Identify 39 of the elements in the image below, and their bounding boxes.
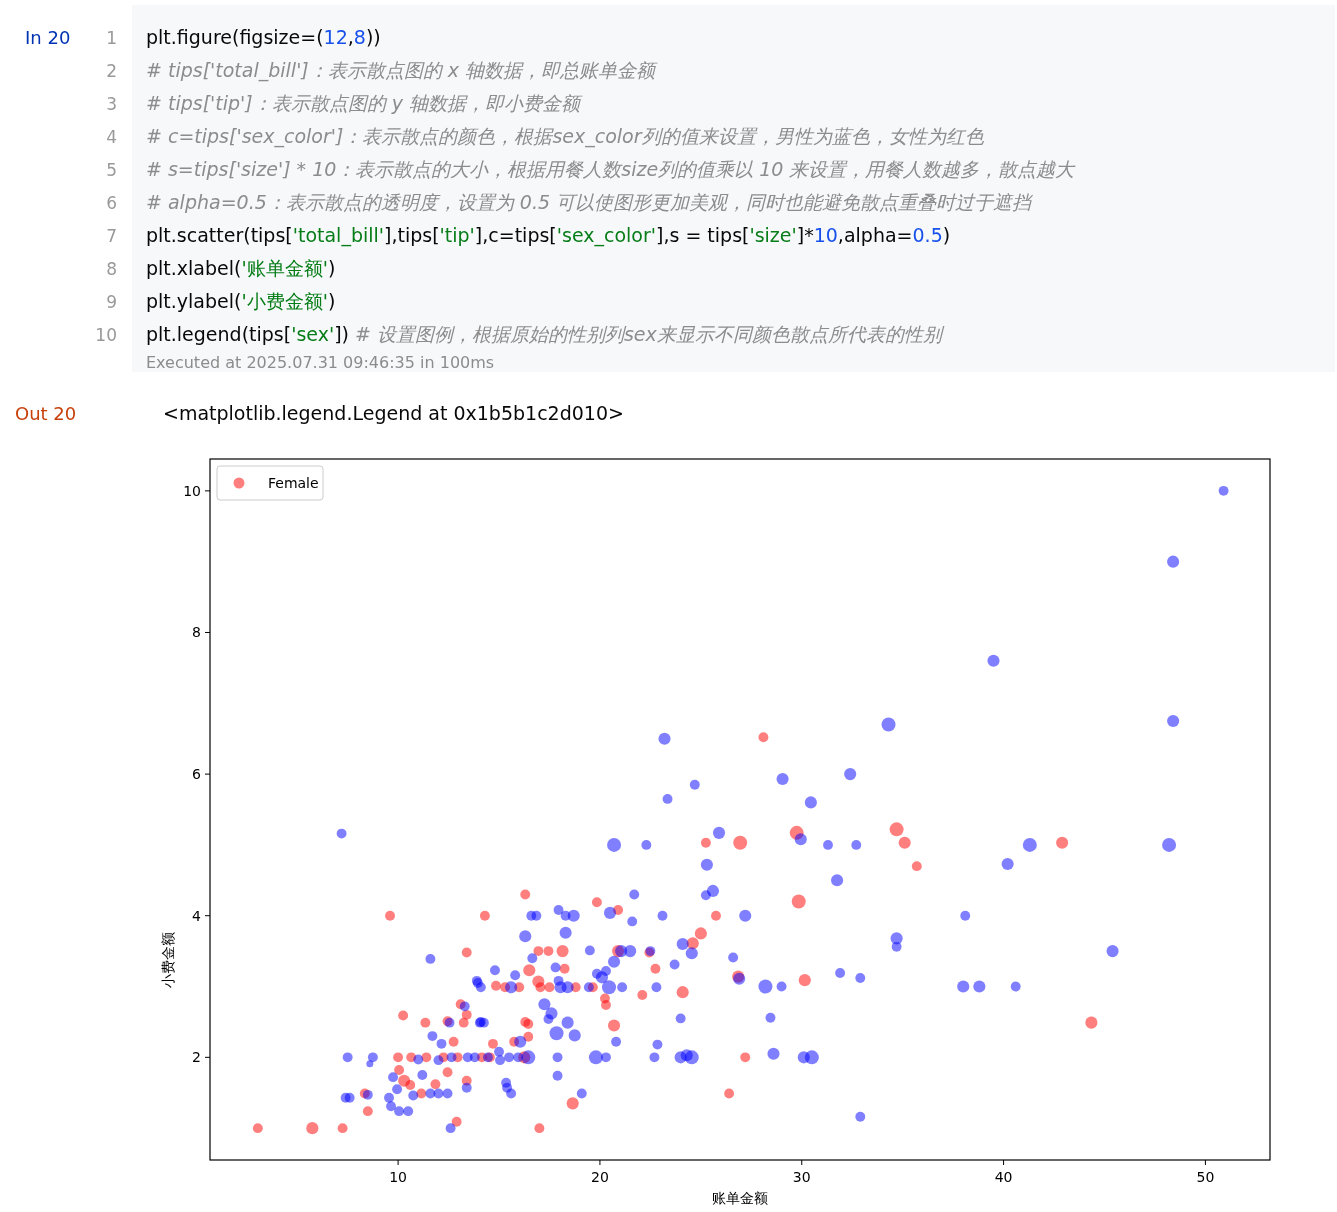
text: plt.xlabel('账单金额') bbox=[146, 257, 336, 279]
text: 6 bbox=[106, 193, 117, 213]
legend-label: Female bbox=[268, 475, 319, 491]
y-tick-label: 4 bbox=[192, 907, 202, 924]
x-tick-label: 10 bbox=[389, 1169, 408, 1185]
text: # tips['total_bill']：表示散点图的 x 轴数据，即总账单金额 bbox=[146, 59, 659, 82]
text: In 20 bbox=[25, 27, 71, 48]
text: # s=tips['size'] * 10：表示散点的大小，根据用餐人数size列的值乘以 10 来设置，用餐人数越多，散点越大 bbox=[146, 158, 1077, 180]
x-tick-label: 40 bbox=[994, 1169, 1013, 1185]
text: # c=tips['sex_color']：表示散点的颜色，根据sex_color列的值来设置，男性为蓝色，女性为红色 bbox=[146, 125, 985, 148]
text: plt.legend(tips['sex']) # 设置图例，根据原始的性别列sex来显示不同颜色散点所代表的性别 bbox=[146, 323, 945, 345]
text: 9 bbox=[106, 292, 117, 312]
plot: 10 20 30 40 50 2 4 6 8 10 账单金额 小费金额 Female bbox=[160, 458, 1271, 1206]
text: Out 20 bbox=[15, 403, 77, 424]
y-tick-label: 8 bbox=[192, 624, 201, 641]
legend: Female bbox=[216, 465, 324, 501]
text: <matplotlib.legend.Legend at 0x1b5b1c2d010> bbox=[163, 402, 624, 424]
text: 5 bbox=[106, 160, 117, 180]
text: 3 bbox=[106, 94, 117, 114]
y-tick-label: 2 bbox=[192, 1049, 201, 1066]
text: plt.figure(figsize=(12,8)) bbox=[146, 26, 381, 48]
text: 1 bbox=[106, 28, 117, 48]
text: 10 bbox=[95, 325, 117, 345]
x-axis-title: 账单金额 bbox=[712, 1190, 768, 1206]
x-tick-label: 50 bbox=[1196, 1169, 1215, 1185]
text: Executed at 2025.07.31 09:46:35 in 100ms bbox=[146, 353, 495, 372]
text: plt.scatter(tips['total_bill'],tips['tip'],c=tips['sex_color'],s = tips['size']*10,alpha=0.5) bbox=[146, 224, 951, 246]
y-tick-label: 6 bbox=[192, 766, 202, 783]
x-tick-label: 20 bbox=[591, 1169, 609, 1185]
text: 4 bbox=[106, 127, 117, 147]
text: plt.ylabel('小费金额') bbox=[146, 290, 336, 312]
text: # tips['tip']：表示散点图的 y 轴数据，即小费金额 bbox=[146, 92, 584, 114]
text: 2 bbox=[106, 61, 117, 81]
y-axis-title: 小费金额 bbox=[160, 931, 176, 988]
y-tick-label: 10 bbox=[183, 482, 201, 499]
text: 8 bbox=[106, 259, 117, 279]
text: 7 bbox=[106, 226, 117, 246]
x-tick-label: 30 bbox=[792, 1169, 811, 1185]
text: # alpha=0.5：表示散点的透明度，设置为 0.5 可以使图形更加美观，同时也能避免散点重叠时过于遮挡 bbox=[146, 191, 1035, 213]
